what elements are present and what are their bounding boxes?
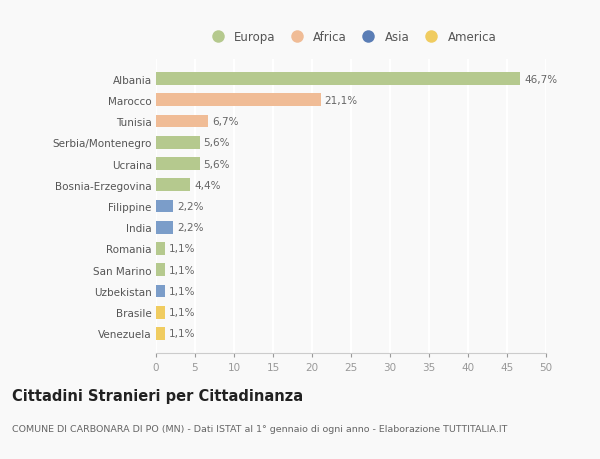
- Text: 1,1%: 1,1%: [169, 308, 195, 318]
- Bar: [156, 242, 164, 255]
- Text: COMUNE DI CARBONARA DI PO (MN) - Dati ISTAT al 1° gennaio di ogni anno - Elabora: COMUNE DI CARBONARA DI PO (MN) - Dati IS…: [12, 425, 508, 434]
- Bar: [156, 179, 190, 192]
- Bar: [156, 200, 173, 213]
- Bar: [156, 115, 208, 128]
- Text: 6,7%: 6,7%: [212, 117, 239, 127]
- Text: 2,2%: 2,2%: [177, 223, 203, 233]
- Text: 1,1%: 1,1%: [169, 329, 195, 339]
- Text: 5,6%: 5,6%: [203, 138, 230, 148]
- Bar: [156, 306, 164, 319]
- Text: 1,1%: 1,1%: [169, 286, 195, 297]
- Text: 5,6%: 5,6%: [203, 159, 230, 169]
- Bar: [156, 94, 320, 107]
- Bar: [156, 221, 173, 234]
- Bar: [156, 264, 164, 276]
- Text: 2,2%: 2,2%: [177, 202, 203, 212]
- Text: 1,1%: 1,1%: [169, 265, 195, 275]
- Text: 46,7%: 46,7%: [524, 74, 557, 84]
- Bar: [156, 158, 200, 171]
- Bar: [156, 285, 164, 298]
- Bar: [156, 73, 520, 86]
- Text: 4,4%: 4,4%: [194, 180, 221, 190]
- Text: 21,1%: 21,1%: [325, 95, 358, 106]
- Bar: [156, 137, 200, 149]
- Bar: [156, 327, 164, 340]
- Text: 1,1%: 1,1%: [169, 244, 195, 254]
- Text: Cittadini Stranieri per Cittadinanza: Cittadini Stranieri per Cittadinanza: [12, 388, 303, 403]
- Legend: Europa, Africa, Asia, America: Europa, Africa, Asia, America: [202, 28, 500, 47]
